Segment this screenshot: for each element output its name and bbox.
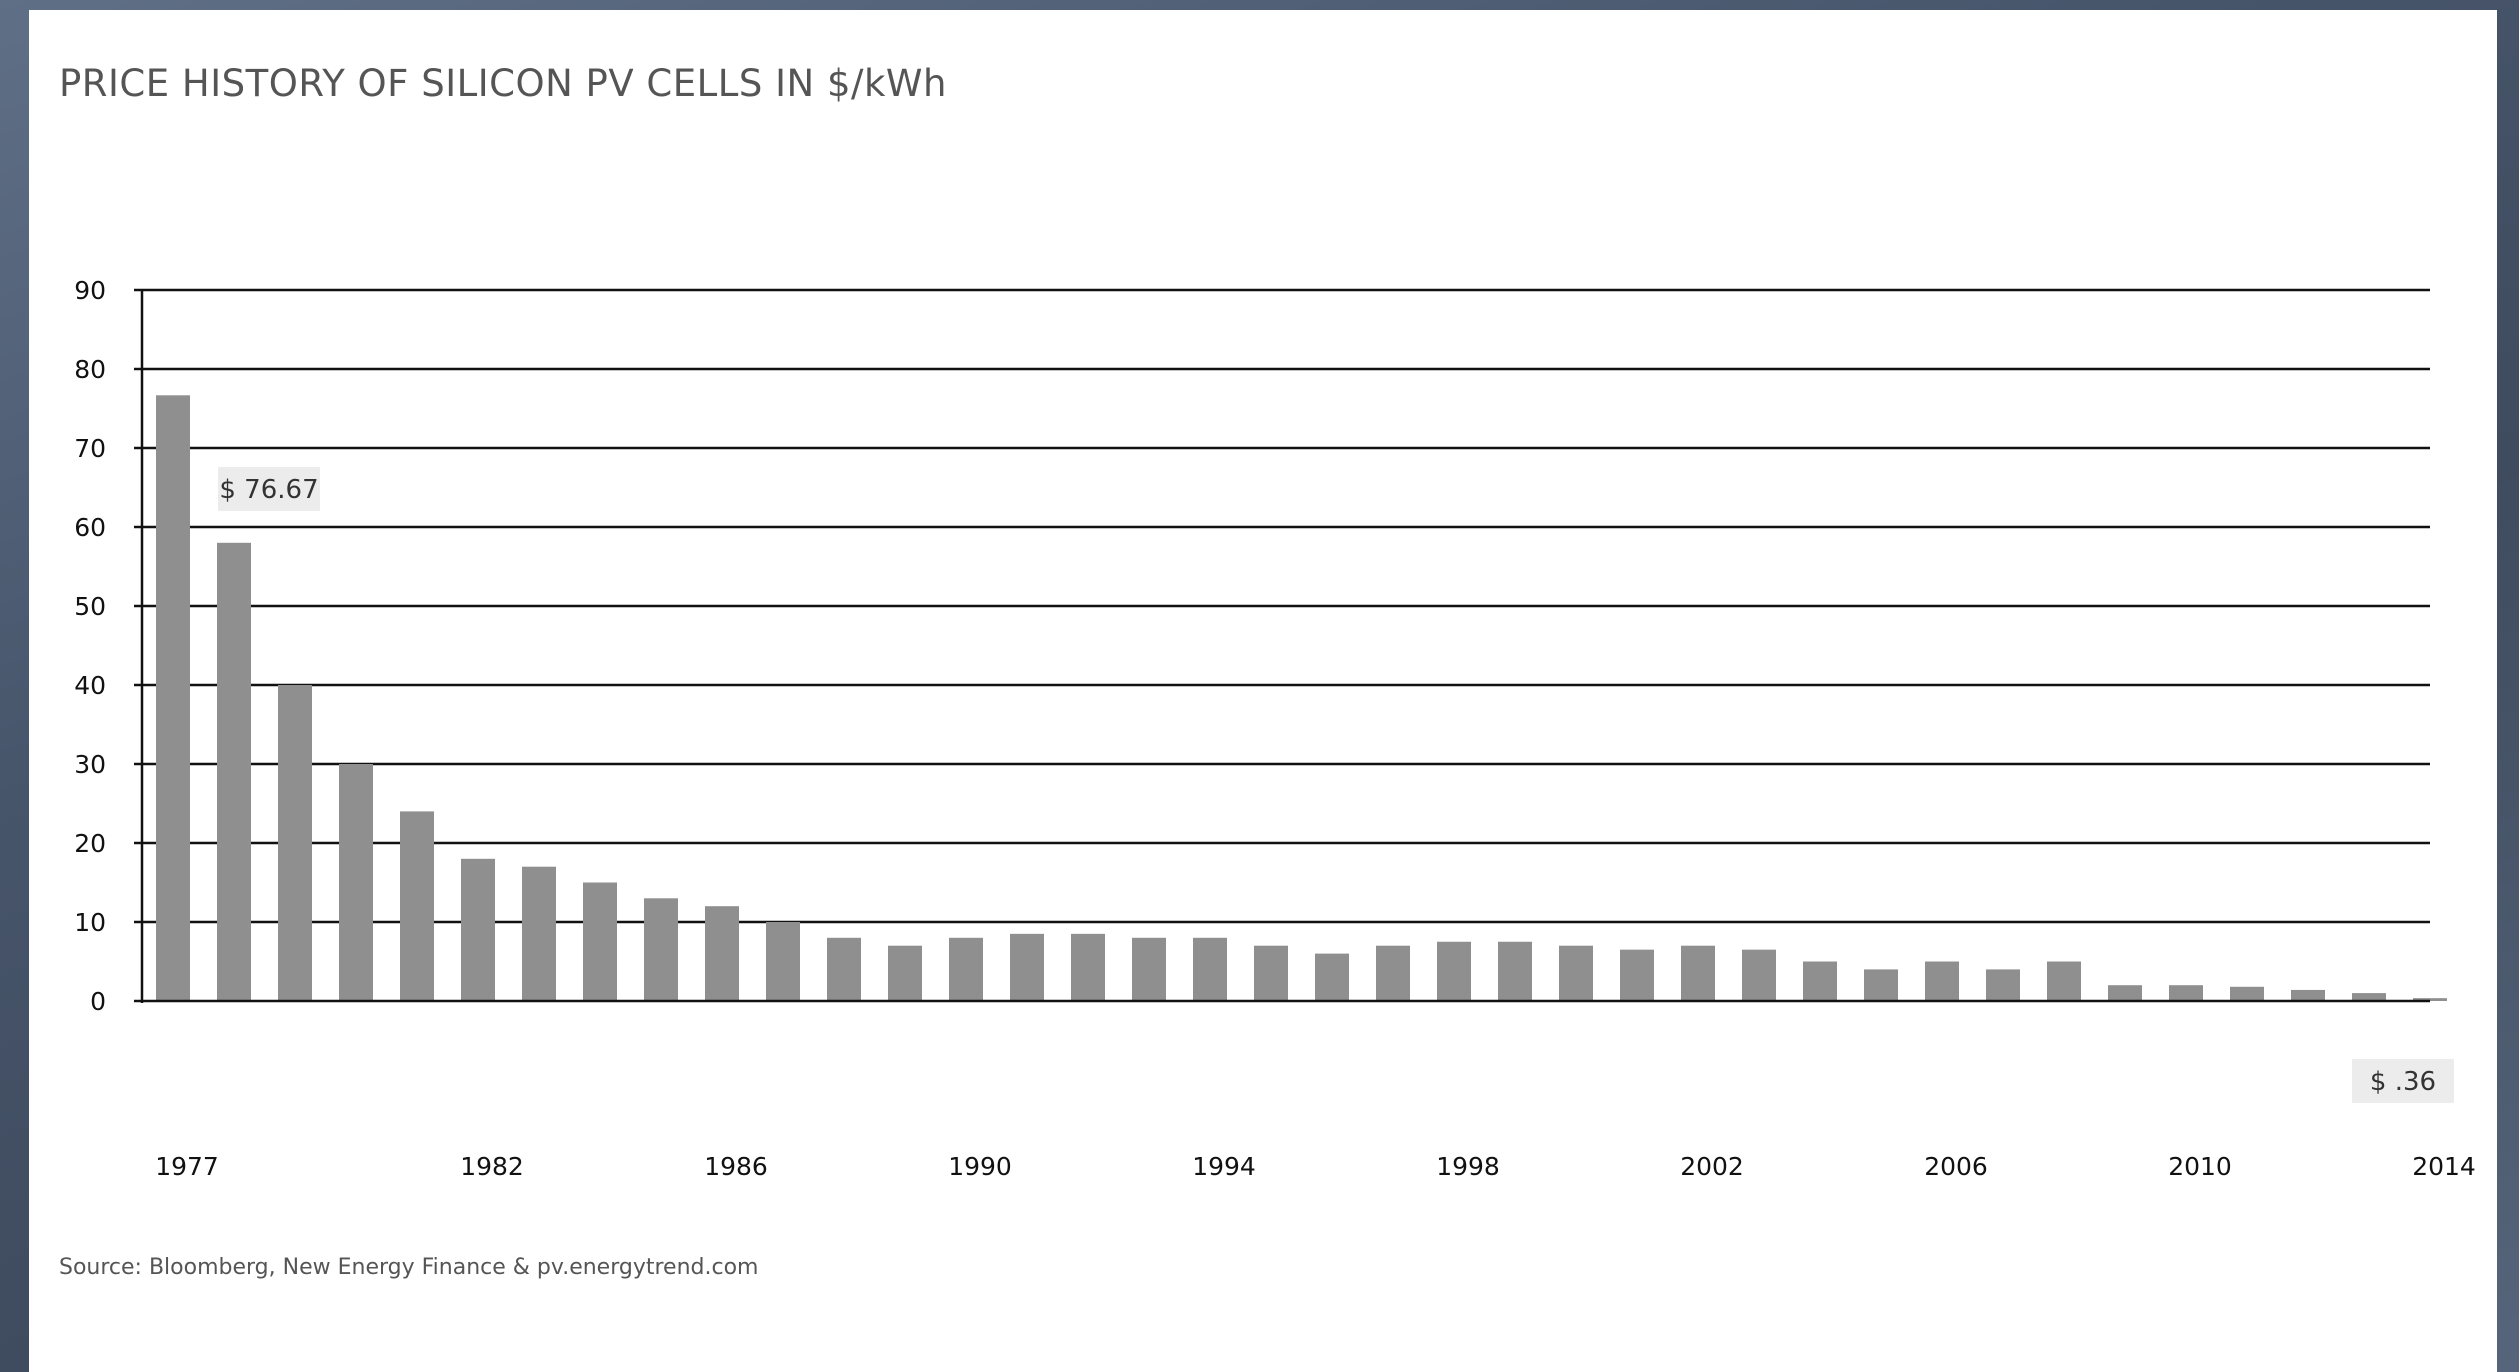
y-tick-label: 0 xyxy=(90,987,106,1016)
y-tick-label: 10 xyxy=(74,908,106,937)
bar xyxy=(766,922,800,1001)
bar xyxy=(1071,933,1105,1001)
callout-box xyxy=(2352,1059,2454,1103)
bar xyxy=(1498,941,1532,1001)
bar xyxy=(278,685,312,1001)
bar xyxy=(888,945,922,1001)
y-tick-label: 50 xyxy=(74,592,106,621)
x-tick-label: 2002 xyxy=(1680,1152,1744,1181)
bar xyxy=(1803,961,1837,1001)
x-tick-label: 1986 xyxy=(704,1152,768,1181)
gridlines xyxy=(142,288,2430,924)
x-tick-label: 2006 xyxy=(1924,1152,1988,1181)
bar xyxy=(1315,953,1349,1001)
bar xyxy=(2291,989,2325,1001)
y-tick-label: 90 xyxy=(74,276,106,305)
bar xyxy=(1376,945,1410,1001)
y-tick-label: 70 xyxy=(74,434,106,463)
bar xyxy=(1193,937,1227,1001)
y-tick-label: 40 xyxy=(74,671,106,700)
tick-labels: 0 10 20 30 40 50 60 70 80 90 1977 1982 1986 1990 1994 1… xyxy=(74,276,2476,1181)
bar xyxy=(1742,949,1776,1001)
bar xyxy=(1864,969,1898,1001)
bar xyxy=(1620,949,1654,1001)
bar xyxy=(827,937,861,1001)
callout-label: $ .36 xyxy=(2370,1067,2436,1097)
bar xyxy=(1254,945,1288,1001)
y-tick-label: 30 xyxy=(74,750,106,779)
bar xyxy=(461,858,495,1001)
y-tick-label: 20 xyxy=(74,829,106,858)
x-tick-label: 1982 xyxy=(460,1152,524,1181)
y-tick-label: 60 xyxy=(74,513,106,542)
bar xyxy=(949,937,983,1001)
x-tick-label: 1994 xyxy=(1192,1152,1256,1181)
bar xyxy=(400,811,434,1001)
bar xyxy=(2169,985,2203,1001)
bars xyxy=(156,395,2447,1001)
bar xyxy=(644,898,678,1001)
bar xyxy=(217,542,251,1001)
bar xyxy=(2108,985,2142,1001)
source-note: Source: Bloomberg, New Energy Finance & … xyxy=(59,1255,759,1280)
bar xyxy=(1010,933,1044,1001)
axes xyxy=(134,288,2430,1003)
bar xyxy=(339,764,373,1001)
bar xyxy=(2230,986,2264,1001)
y-tick-label: 80 xyxy=(74,355,106,384)
bar xyxy=(1986,969,2020,1001)
bar xyxy=(583,882,617,1001)
x-tick-label: 1998 xyxy=(1436,1152,1500,1181)
bar xyxy=(1559,945,1593,1001)
bar xyxy=(2352,993,2386,1001)
x-tick-label: 2014 xyxy=(2412,1152,2476,1181)
callouts: $ 76.67 $ .36 xyxy=(218,467,2454,1103)
bar xyxy=(1925,961,1959,1001)
bar xyxy=(2047,961,2081,1001)
callout-box xyxy=(218,467,320,511)
bar xyxy=(705,906,739,1001)
bar xyxy=(2413,998,2447,1001)
bar xyxy=(522,866,556,1001)
x-tick-label: 2010 xyxy=(2168,1152,2232,1181)
bar xyxy=(1132,937,1166,1001)
x-tick-label: 1977 xyxy=(155,1152,219,1181)
callout-label: $ 76.67 xyxy=(219,475,318,505)
bar xyxy=(1437,941,1471,1001)
bar xyxy=(1681,945,1715,1001)
x-tick-label: 1990 xyxy=(948,1152,1012,1181)
bar xyxy=(156,395,190,1001)
slide-panel xyxy=(29,10,2497,1372)
chart-title: PRICE HISTORY OF SILICON PV CELLS IN $/k… xyxy=(59,62,947,105)
